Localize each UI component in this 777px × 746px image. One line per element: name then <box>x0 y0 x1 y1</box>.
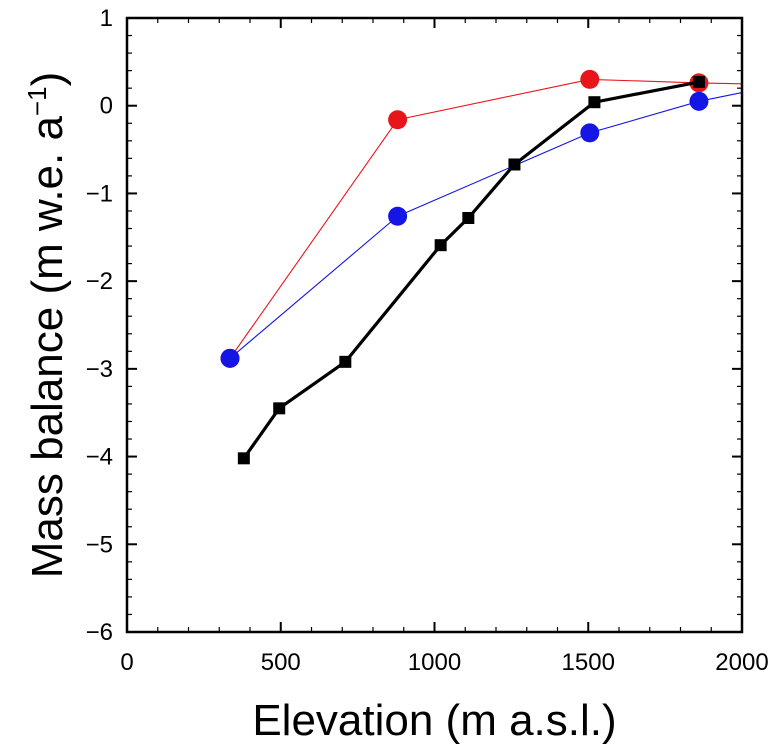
data-point <box>692 76 705 89</box>
data-point <box>339 355 352 368</box>
x-tick-label: 1500 <box>562 649 615 676</box>
y-tick-label: 0 <box>100 93 113 120</box>
data-point <box>434 239 447 252</box>
data-point <box>273 402 286 415</box>
x-tick-label: 0 <box>120 649 133 676</box>
series-line <box>229 78 742 359</box>
major-ticks <box>126 17 743 633</box>
tick-labels: 0 500 1000 1500 2000 −6 −5 −4 −3 −2 −1 0 1 <box>86 5 769 676</box>
x-tick-label: 2000 <box>715 649 768 676</box>
y-tick-label: −4 <box>86 444 113 471</box>
y-tick-label: −1 <box>86 180 113 207</box>
y-axis-title-close: ) <box>23 72 72 87</box>
data-point <box>220 348 240 368</box>
series-line <box>242 80 700 460</box>
y-axis-title-main: Mass balance (m w.e. a <box>23 116 72 579</box>
data-point <box>588 96 601 109</box>
y-axis-title-superscript: −1 <box>22 86 52 116</box>
y-tick-label: 1 <box>100 5 113 32</box>
data-point <box>580 69 600 89</box>
x-tick-label: 500 <box>261 649 301 676</box>
x-axis-title: Elevation (m a.s.l.) <box>252 696 616 745</box>
data-point <box>462 211 475 224</box>
plot-frame <box>125 16 744 634</box>
data-point <box>388 206 408 226</box>
data-point <box>508 158 521 171</box>
y-tick-label: −2 <box>86 268 113 295</box>
series-2 <box>237 76 705 465</box>
y-axis-title: Mass balance (m w.e. a−1) <box>22 72 72 579</box>
series-1 <box>220 91 742 368</box>
y-tick-label: −3 <box>86 356 113 383</box>
series-0 <box>220 69 742 368</box>
y-tick-label: −5 <box>86 531 113 558</box>
data-point <box>689 91 709 111</box>
series-line <box>229 92 742 359</box>
series-group <box>220 69 742 465</box>
y-tick-label: −6 <box>86 619 113 646</box>
data-point <box>388 110 408 130</box>
data-point <box>237 452 250 465</box>
data-point <box>580 123 600 143</box>
minor-ticks <box>126 17 743 633</box>
x-tick-label: 1000 <box>408 649 461 676</box>
